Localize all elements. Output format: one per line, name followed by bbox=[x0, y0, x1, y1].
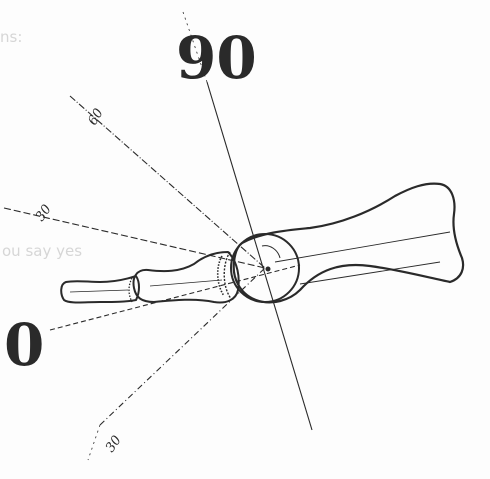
distal-phalanx bbox=[60, 275, 140, 304]
thirty-degree-line-lower bbox=[99, 267, 266, 426]
label-0-degrees: 0 bbox=[4, 311, 44, 379]
sixty-degree-line bbox=[69, 95, 266, 269]
label-ray-30-upper: 30 bbox=[33, 202, 55, 224]
joint-circle bbox=[230, 233, 300, 303]
vertical-axis-line bbox=[206, 81, 313, 431]
thirty-degree-line-upper bbox=[3, 207, 266, 269]
label-ray-30-lower: 30 bbox=[103, 433, 125, 455]
joint-center-dot bbox=[265, 266, 271, 272]
vertical-axis-extension bbox=[182, 11, 208, 83]
label-ray-60: 60 bbox=[85, 106, 106, 128]
label-90-degrees: 90 bbox=[176, 24, 257, 92]
ghost-text-upper: ns: bbox=[0, 28, 22, 46]
zero-degree-line bbox=[49, 264, 301, 331]
ghost-text-middle: ou say yes bbox=[2, 242, 82, 260]
proximal-phalanx bbox=[132, 251, 240, 304]
lower-ray-extension bbox=[87, 424, 101, 461]
angle-rays bbox=[3, 11, 313, 461]
